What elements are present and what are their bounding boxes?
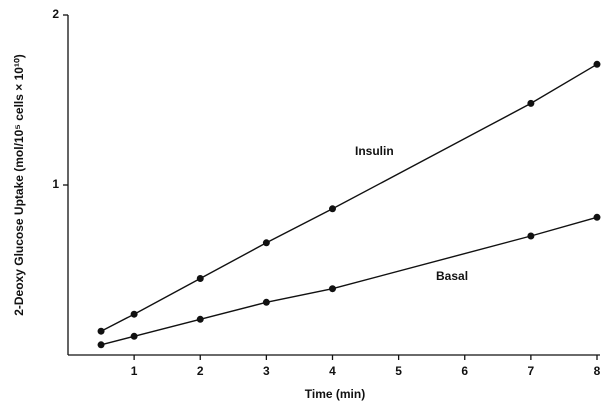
data-point	[130, 310, 138, 318]
data-point	[527, 232, 535, 240]
x-tick-label: 2	[197, 364, 204, 378]
data-point	[196, 275, 204, 282]
x-tick-label: 5	[395, 364, 402, 378]
x-tick-label: 8	[594, 364, 601, 378]
data-point	[593, 213, 601, 221]
data-point	[593, 60, 601, 68]
data-point	[262, 298, 270, 306]
series-label: Basal	[436, 269, 468, 283]
data-point	[97, 327, 105, 335]
x-tick-label: 1	[131, 364, 138, 378]
data-point	[97, 341, 105, 349]
y-axis-label: 2-Deoxy Glucose Uptake (mol/10⁵ cells × …	[12, 54, 26, 316]
series-line	[100, 216, 598, 346]
x-tick-label: 6	[461, 364, 468, 378]
data-point	[329, 285, 336, 293]
x-tick-label: 7	[528, 364, 535, 378]
data-point	[262, 239, 270, 247]
data-point	[329, 205, 336, 213]
series-line	[100, 63, 598, 332]
series-label: Insulin	[355, 144, 394, 158]
data-point	[196, 315, 204, 323]
x-tick-label: 4	[329, 364, 336, 378]
data-point	[130, 332, 138, 340]
x-tick-label: 3	[263, 364, 270, 378]
data-point	[527, 99, 535, 107]
y-tick-label: 1	[52, 177, 59, 191]
y-tick-label: 2	[52, 7, 59, 21]
x-axis-label: Time (min)	[305, 387, 365, 401]
